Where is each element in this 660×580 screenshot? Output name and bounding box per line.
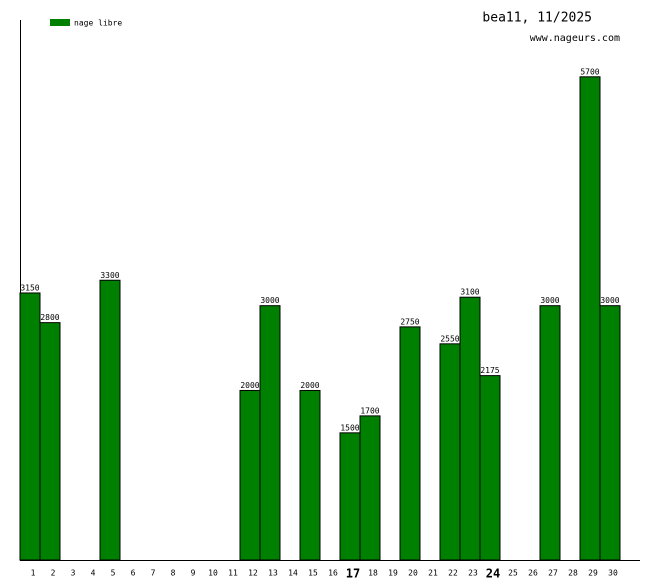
- data-label: 2750: [400, 317, 419, 326]
- legend-swatch: [50, 19, 70, 26]
- data-label: 1700: [360, 406, 379, 415]
- data-label: 3000: [540, 296, 559, 305]
- x-tick-label: 12: [248, 569, 258, 578]
- bar: [299, 389, 321, 561]
- x-tick-label: 17: [346, 567, 360, 580]
- chart-subtitle: www.nageurs.com: [530, 33, 620, 44]
- x-tick-label: 7: [151, 569, 156, 578]
- data-label: 2000: [300, 381, 319, 390]
- x-tick-label: 19: [388, 569, 398, 578]
- x-tick-label: 11: [228, 569, 238, 578]
- bar: [259, 305, 281, 561]
- x-tick-label: 29: [588, 569, 598, 578]
- bar: [579, 76, 601, 561]
- data-label: 1500: [340, 423, 359, 432]
- x-tick-label: 22: [448, 569, 458, 578]
- bar: [359, 415, 381, 561]
- data-label: 3100: [460, 288, 479, 297]
- x-tick-label: 30: [608, 569, 618, 578]
- x-tick-label: 3: [71, 569, 76, 578]
- bar: [99, 279, 121, 561]
- x-tick-label: 1: [31, 569, 36, 578]
- data-label: 3300: [100, 271, 119, 280]
- bar: [539, 305, 561, 561]
- data-label: 2550: [440, 334, 459, 343]
- x-tick-label: 28: [568, 569, 578, 578]
- data-label: 5700: [580, 67, 599, 76]
- x-tick-label: 9: [191, 569, 196, 578]
- x-tick-label: 18: [368, 569, 378, 578]
- x-tick-label: 6: [131, 569, 136, 578]
- data-label: 2000: [240, 381, 259, 390]
- x-tick-label: 24: [486, 567, 500, 580]
- x-tick-label: 10: [208, 569, 218, 578]
- bar: [339, 432, 361, 561]
- x-tick-label: 20: [408, 569, 418, 578]
- data-label: 2800: [40, 313, 59, 322]
- x-tick-label: 8: [171, 569, 176, 578]
- x-tick-label: 15: [308, 569, 318, 578]
- bar: [479, 375, 501, 561]
- bar: [19, 292, 41, 561]
- x-tick-label: 5: [111, 569, 116, 578]
- x-tick-label: 16: [328, 569, 338, 578]
- x-tick-label: 26: [528, 569, 538, 578]
- x-tick-label: 21: [428, 569, 438, 578]
- bar: [399, 326, 421, 561]
- x-tick-label: 13: [268, 569, 278, 578]
- data-label: 3000: [600, 296, 619, 305]
- x-tick-label: 27: [548, 569, 558, 578]
- data-label: 3150: [20, 283, 39, 292]
- x-tick-label: 2: [51, 569, 56, 578]
- data-label: 2175: [480, 366, 499, 375]
- bar: [599, 305, 621, 561]
- x-tick-label: 4: [91, 569, 96, 578]
- bar: [39, 322, 61, 561]
- x-tick-label: 14: [288, 569, 298, 578]
- data-label: 3000: [260, 296, 279, 305]
- bar: [239, 389, 261, 561]
- bar: [439, 343, 461, 561]
- chart-title: bea11, 11/2025: [482, 11, 592, 26]
- x-tick-label: 25: [508, 569, 518, 578]
- bar: [459, 296, 481, 561]
- x-tick-label: 23: [468, 569, 478, 578]
- legend-label: nage libre: [74, 19, 122, 28]
